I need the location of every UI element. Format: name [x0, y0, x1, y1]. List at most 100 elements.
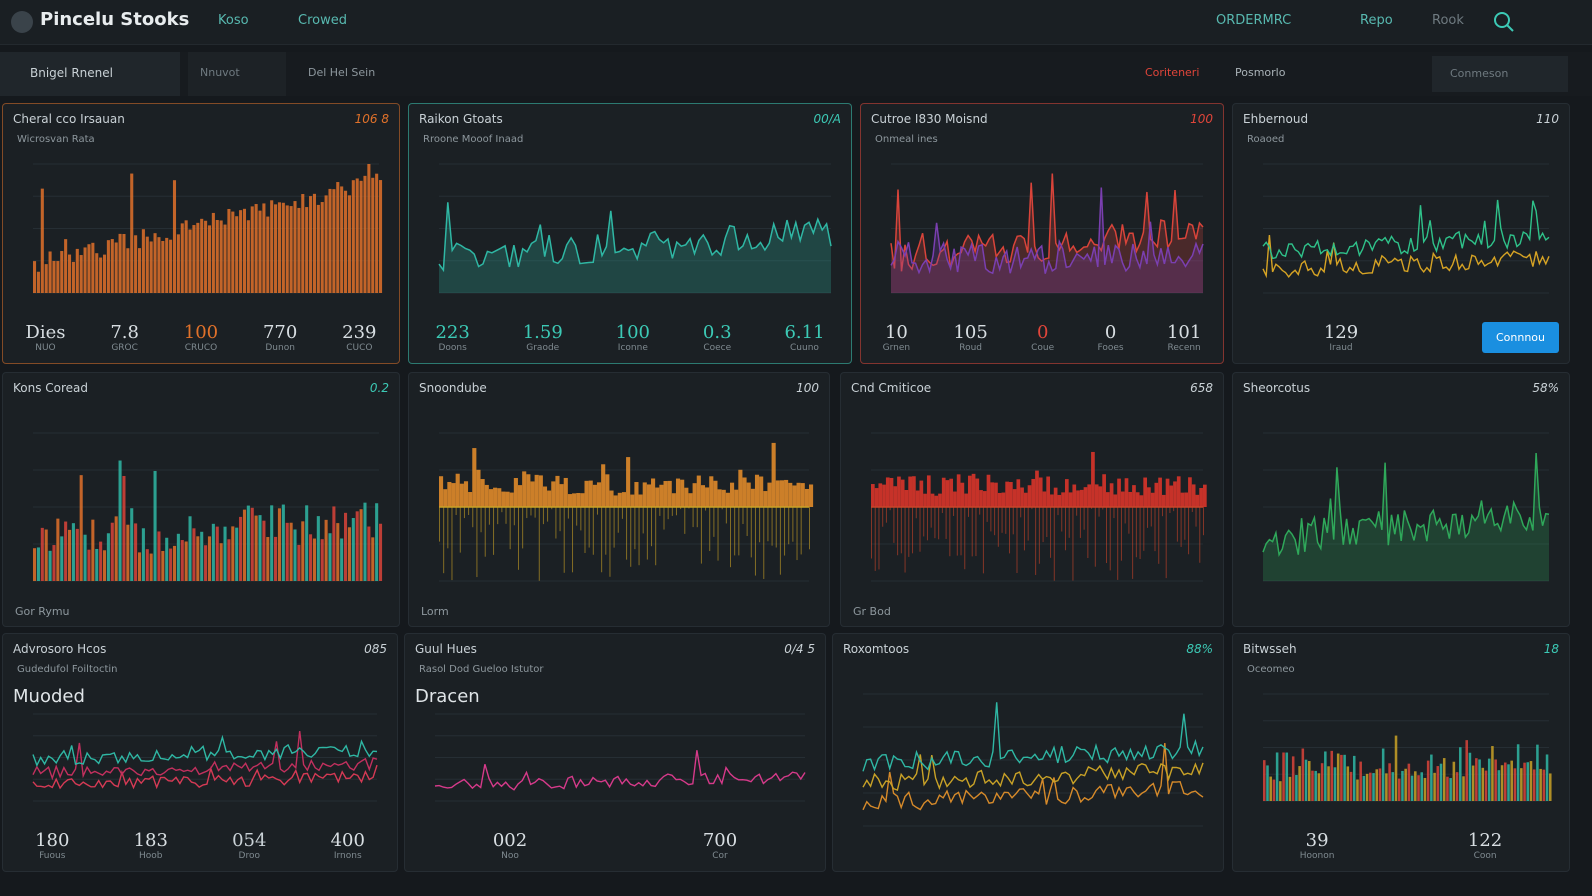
panel-subtitle: Gudedufol Foiltoctin	[17, 664, 118, 675]
decor-bar	[1510, 760, 1513, 801]
decor-bar	[646, 507, 648, 560]
filter[interactable]: Coriteneri	[1145, 66, 1200, 79]
panel-title: Roxomtoos	[843, 642, 910, 656]
decor-bar	[655, 487, 660, 507]
decor-bar	[551, 481, 556, 507]
decor-bar	[64, 239, 68, 293]
decor-bar	[517, 485, 523, 507]
decor-bar	[141, 528, 145, 581]
search-icon[interactable]	[1492, 10, 1516, 34]
decor-bar	[771, 507, 773, 546]
decor-bar	[1394, 735, 1398, 801]
tab[interactable]: Del Hel Sein	[308, 66, 376, 79]
decor-bar	[196, 222, 200, 293]
decor-bar	[547, 490, 552, 507]
decor-bar	[1203, 484, 1207, 507]
decor-bar	[44, 264, 48, 293]
decor-bar	[1154, 507, 1156, 552]
decor-bar	[277, 202, 281, 293]
decor-bar	[1365, 773, 1369, 801]
nav-link[interactable]: Repo	[1360, 13, 1393, 28]
decor-bar	[1087, 507, 1089, 559]
decor-bar	[742, 477, 747, 507]
decor-bar	[52, 260, 56, 293]
decor-bar	[484, 484, 489, 507]
stat-label: Cor	[712, 851, 728, 861]
decor-bar	[1491, 746, 1494, 801]
decor-bar	[1549, 773, 1552, 801]
decor-bar	[1343, 754, 1346, 801]
stat-value: 0	[1104, 322, 1117, 343]
decor-bar	[792, 485, 797, 507]
decor-bar	[1154, 482, 1159, 507]
decor-bar	[239, 516, 243, 581]
stat-value: 100	[183, 322, 219, 343]
sparkline	[438, 163, 832, 294]
decor-bar	[1169, 485, 1174, 507]
decor-bar	[601, 507, 603, 573]
decor-bar	[788, 482, 793, 507]
nav-link[interactable]: Rook	[1432, 13, 1464, 28]
decor-bar	[563, 477, 568, 507]
panel-title: Guul Hues	[415, 642, 477, 656]
decor-bar	[953, 491, 957, 507]
stat: 1.59 Graode	[523, 322, 563, 353]
decor-bar	[1106, 492, 1110, 507]
nav-link[interactable]: Koso	[218, 13, 249, 28]
tab[interactable]: Nnuvot	[200, 66, 240, 79]
select[interactable]: Conmeson	[1450, 67, 1509, 80]
decor-bar	[900, 507, 902, 554]
decor-bar	[246, 505, 250, 581]
panel-title: Ehbernoud	[1243, 112, 1309, 126]
decor-bar	[721, 507, 723, 510]
panel-subtitle: Onmeal ines	[875, 134, 938, 145]
decor-bar	[1516, 744, 1520, 801]
decor-bar	[1050, 494, 1054, 507]
decor-bar	[336, 182, 340, 293]
decor-bar	[1295, 775, 1298, 801]
decor-bar	[1068, 492, 1073, 507]
nav-link[interactable]: Crowed	[298, 13, 347, 28]
nav-link[interactable]: ORDERMRC	[1216, 13, 1292, 28]
decor-bar	[149, 241, 153, 293]
decor-bar	[1478, 759, 1481, 801]
stat: 0 Coue	[1031, 322, 1054, 353]
stat: 054 Droo	[232, 830, 266, 861]
decor-bar	[680, 479, 685, 507]
decor-bar	[975, 507, 977, 557]
decor-bar	[270, 200, 274, 293]
decor-bar	[1272, 779, 1276, 801]
decor-bar	[671, 507, 673, 516]
panel: Raikon Gtoats 00/A Rroone Mooof Inaad 223 Do…	[408, 103, 852, 364]
decor-bar	[250, 206, 254, 293]
decor-bar	[779, 480, 785, 507]
decor-bar	[355, 511, 359, 581]
stat: 101 Recenn	[1167, 322, 1201, 353]
tab[interactable]: Bnigel Rnenel	[30, 66, 113, 80]
stat-label: Doons	[438, 343, 467, 353]
decor-bar	[1455, 772, 1459, 801]
decor-bar	[375, 503, 379, 581]
decor-bar	[934, 495, 939, 507]
decor-bar	[982, 491, 987, 507]
decor-bar	[997, 492, 1002, 507]
decor-bar	[1113, 507, 1115, 519]
decor-bar	[596, 482, 602, 507]
decor-bar	[1139, 495, 1144, 507]
filter[interactable]: Posmorlo	[1235, 66, 1286, 79]
decor-bar	[36, 271, 40, 293]
decor-bar	[379, 523, 383, 581]
decor-bar	[1188, 507, 1190, 555]
stats-row: 180 Fuous 183 Hoob 054 Droo 400 Irnons	[3, 830, 397, 861]
decor-bar	[584, 480, 589, 507]
sparkline	[32, 713, 378, 802]
decor-bar	[1124, 507, 1126, 524]
decor-bar	[1327, 766, 1330, 801]
decor-bar	[359, 180, 363, 293]
panel-badge: 88%	[1186, 642, 1213, 656]
decor-bar	[351, 518, 355, 581]
decor-bar	[1301, 748, 1305, 801]
decor-bar	[328, 188, 332, 293]
decor-bar	[871, 484, 875, 507]
button[interactable]: Connnou	[1481, 322, 1559, 353]
